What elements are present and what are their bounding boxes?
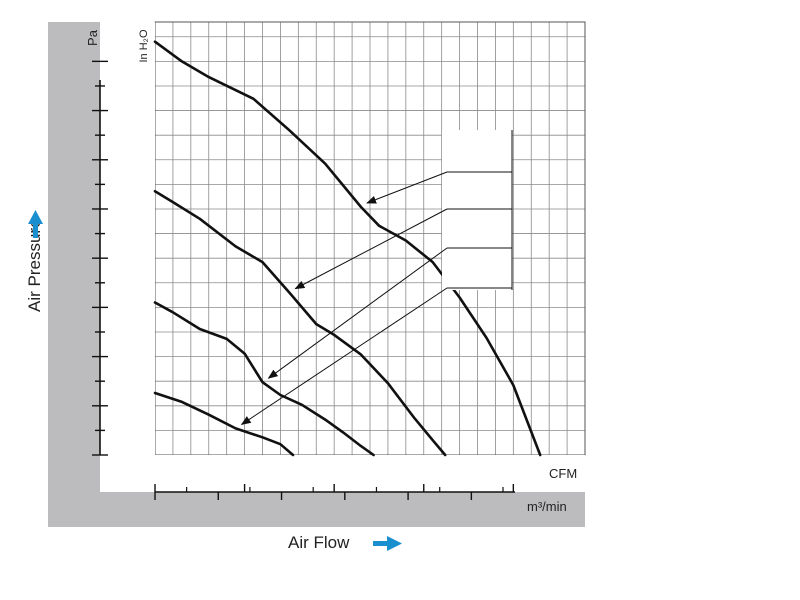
series-layer (153, 40, 542, 457)
y-unit-secondary: In H₂O (138, 29, 150, 62)
y-axis-arrow-icon (28, 210, 43, 238)
legend-arrow-u (366, 171, 448, 204)
legend-box (442, 130, 512, 290)
series-line-h (153, 190, 447, 457)
axes (92, 60, 515, 500)
y-unit-primary: Pa (85, 29, 100, 46)
series-line-m (153, 301, 375, 457)
x-unit-primary: CFM (549, 466, 577, 481)
y-axis-title: Air Pressure (25, 218, 44, 312)
legend-arrow-m (267, 247, 448, 379)
series-line-u (153, 40, 542, 457)
legend-arrow-l (240, 287, 448, 425)
x-axis-strip-box (100, 455, 585, 492)
y-axis-strip-box (100, 22, 155, 492)
x-axis-title: Air Flow (288, 533, 350, 552)
x-axis-arrow-icon (373, 536, 402, 551)
legend-arrow-h (294, 208, 448, 290)
series-line-l (153, 391, 295, 457)
legend (240, 171, 512, 425)
x-unit-secondary: m³/min (527, 499, 567, 514)
